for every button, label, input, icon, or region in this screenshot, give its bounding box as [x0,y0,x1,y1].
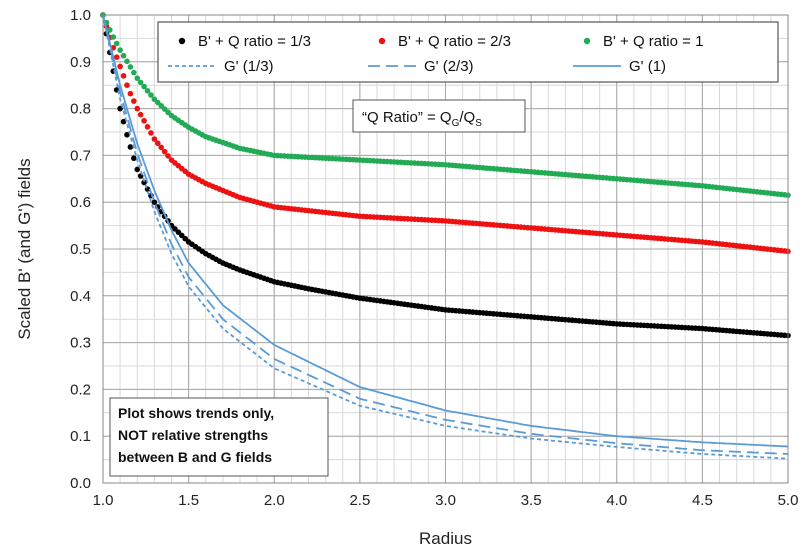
data-point [110,34,117,40]
legend-label: B' + Q ratio = 1 [603,33,703,50]
annotations: “Q Ratio” = QG/QS Plot shows trends only,… [109,99,526,477]
data-point [141,83,147,90]
data-point [144,88,151,94]
y-tick-label: 0.5 [70,241,91,258]
legend-swatch [178,37,186,45]
data-point [120,52,127,59]
data-point [148,130,154,136]
data-point [134,75,141,81]
x-tick-label: 4.0 [606,492,627,509]
data-point [127,90,134,97]
data-point [151,136,158,142]
data-point [131,98,137,104]
data-point [137,79,144,86]
legend-item: B' + Q ratio = 1 [583,33,703,50]
legend-label: G' (2/3) [424,58,474,75]
legend-swatch [378,37,386,45]
data-point [151,199,158,205]
series-layer [100,12,791,460]
y-tick-label: 0.6 [70,194,91,211]
legend-item: G' (2/3) [368,58,474,75]
legend-item: B' + Q ratio = 2/3 [378,33,511,50]
legend-box [157,21,779,83]
x-tick-label: 5.0 [778,492,799,509]
q-ratio-text: /Q [459,109,475,126]
legend-item: B' + Q ratio = 1/3 [178,33,311,50]
x-tick-label: 2.0 [264,492,285,509]
y-tick-label: 0.3 [70,335,91,352]
data-point [124,132,130,138]
legend-label: B' + Q ratio = 1/3 [198,33,311,50]
x-tick-label: 1.0 [93,492,114,509]
data-point [141,117,147,124]
data-point [117,47,123,53]
note-line: Plot shows trends only, [118,405,274,421]
data-point [131,155,137,162]
y-tick-label: 0.8 [70,101,91,118]
data-point [127,144,134,150]
data-point [107,27,113,33]
y-tick-label: 0.9 [70,54,91,71]
y-tick-label: 0.7 [70,147,91,164]
axes-layer: 1.0 1.5 2.0 2.5 3.0 3.5 4.0 4.5 5.0 0.0 0.1 0.2 0.3 0… [15,7,798,548]
data-point [134,105,141,112]
x-tick-label: 4.5 [692,492,713,509]
y-tick-label: 0.1 [70,428,91,445]
y-tick-label: 0.2 [70,381,91,398]
legend-label: G' (1/3) [224,58,274,75]
x-axis-title: Radius [419,529,472,548]
note-box [109,397,329,477]
q-ratio-subscript: G [452,118,460,129]
data-point [120,73,127,79]
y-axis-title: Scaled B' (and G') fields [15,158,34,339]
y-tick-label: 0.0 [70,475,91,492]
q-ratio-label: “Q Ratio” = QG/QS [362,109,482,129]
series-5-line [102,14,789,448]
legend-item: G' (1) [573,58,666,75]
data-point [144,124,151,130]
data-point [158,144,165,151]
q-ratio-text: “Q Ratio” = Q [362,109,452,126]
series-4-line [102,14,789,455]
data-point [155,140,161,147]
data-point [120,118,127,125]
legend-label: B' + Q ratio = 2/3 [398,33,511,50]
series-2-dots [100,12,791,198]
data-point [117,63,123,70]
data-point [127,64,134,70]
y-tick-label: 0.4 [70,288,91,305]
data-point [161,148,168,155]
plot-area-border [102,14,789,484]
data-point [148,92,154,98]
series-1-dots [100,12,791,255]
series-0-dots [100,12,791,339]
legend-swatch [583,37,591,45]
q-ratio-subscript: S [475,118,482,129]
data-point [165,153,171,159]
legend-item: G' (1/3) [168,58,274,75]
x-tick-label: 1.5 [178,492,199,509]
note-line: NOT relative strengths [118,427,268,443]
legend-label: G' (1) [629,58,666,75]
data-point [137,111,144,118]
data-point [113,54,120,60]
data-point [124,82,130,88]
data-point [131,69,137,76]
data-point [124,58,130,65]
note-line: between B and G fields [118,449,272,465]
legend: B' + Q ratio = 1/3 B' + Q ratio = 2/3 B' +… [157,21,779,83]
q-ratio-box [352,99,526,133]
series-3-line [102,14,789,460]
x-tick-label: 2.5 [349,492,370,509]
y-tick-label: 1.0 [70,7,91,24]
x-tick-label: 3.5 [521,492,542,509]
x-tick-label: 3.0 [435,492,456,509]
data-point [141,179,147,186]
data-point [113,40,120,47]
data-point [134,166,141,173]
